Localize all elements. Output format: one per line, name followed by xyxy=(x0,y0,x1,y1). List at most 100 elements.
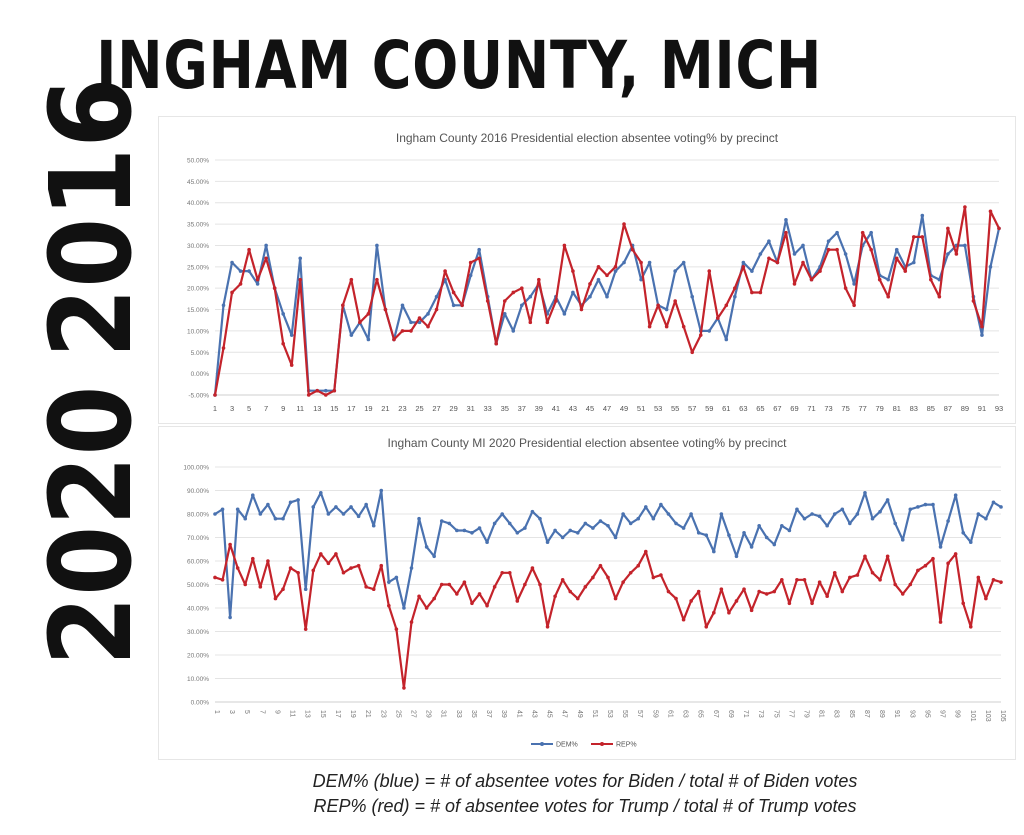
data-point-rep xyxy=(596,265,601,269)
data-point-rep xyxy=(494,341,499,346)
data-point-dem xyxy=(375,243,379,248)
data-point-rep xyxy=(757,589,761,594)
data-point-rep xyxy=(545,320,550,325)
data-point-dem xyxy=(591,526,595,530)
data-point-rep xyxy=(787,601,792,606)
x-tick-label: 67 xyxy=(712,710,719,718)
data-point-dem xyxy=(946,252,950,256)
data-point-rep xyxy=(741,265,746,269)
data-point-rep xyxy=(826,247,831,252)
data-point-rep xyxy=(988,209,993,214)
y-tick-label: -5.00% xyxy=(188,393,209,400)
x-tick-label: 31 xyxy=(440,710,447,718)
data-point-rep xyxy=(213,393,217,397)
x-tick-label: 25 xyxy=(394,710,401,718)
data-point-rep xyxy=(900,592,905,596)
data-point-rep xyxy=(221,346,226,350)
data-point-dem xyxy=(613,535,618,540)
data-point-rep xyxy=(719,587,724,591)
data-point-rep xyxy=(560,578,565,582)
data-point-rep xyxy=(810,601,814,606)
x-tick-label: 53 xyxy=(606,710,613,718)
y-tick-label: 30.00% xyxy=(187,629,209,636)
data-point-rep xyxy=(647,324,652,329)
data-point-rep xyxy=(852,303,856,308)
x-tick-label: 81 xyxy=(893,404,901,413)
data-point-rep xyxy=(417,594,421,599)
data-point-rep xyxy=(266,559,270,563)
data-point-rep xyxy=(749,608,754,613)
data-point-dem xyxy=(417,516,421,521)
data-point-dem xyxy=(511,329,516,333)
data-point-rep xyxy=(371,587,376,591)
data-point-dem xyxy=(764,535,769,540)
y-tick-label: 90.00% xyxy=(187,488,209,495)
data-point-rep xyxy=(477,592,482,596)
data-point-dem xyxy=(349,505,353,509)
data-point-rep xyxy=(562,243,567,248)
x-tick-label: 37 xyxy=(518,404,526,413)
data-point-dem xyxy=(562,312,567,316)
x-tick-label: 47 xyxy=(561,710,568,718)
data-point-dem xyxy=(455,528,459,533)
data-point-dem xyxy=(855,512,860,516)
data-point-rep xyxy=(434,307,439,312)
data-point-rep xyxy=(409,329,413,333)
x-tick-label: 91 xyxy=(978,404,986,413)
data-point-rep xyxy=(349,277,354,282)
x-tick-label: 65 xyxy=(697,710,704,718)
data-point-rep xyxy=(272,286,277,290)
data-point-rep xyxy=(568,589,573,594)
data-point-dem xyxy=(911,260,916,265)
data-point-rep xyxy=(281,341,285,346)
data-point-dem xyxy=(724,337,729,342)
x-tick-label: 25 xyxy=(415,404,423,413)
data-point-dem xyxy=(647,260,652,265)
data-point-rep xyxy=(523,582,527,587)
data-point-dem xyxy=(908,507,913,512)
data-point-rep xyxy=(639,260,643,265)
data-point-rep xyxy=(605,273,609,278)
data-point-dem xyxy=(605,294,609,299)
data-point-rep xyxy=(613,265,618,269)
x-tick-label: 63 xyxy=(739,404,747,413)
data-point-rep xyxy=(439,582,444,587)
data-point-rep xyxy=(588,282,592,286)
data-point-rep xyxy=(628,570,633,575)
data-point-rep xyxy=(460,303,464,308)
series-line-rep xyxy=(213,205,1000,397)
data-point-dem xyxy=(900,538,905,542)
x-tick-label: 81 xyxy=(818,710,825,718)
data-point-dem xyxy=(696,531,701,535)
data-point-dem xyxy=(379,488,384,493)
x-tick-label: 57 xyxy=(688,404,696,413)
y-tick-label: 0.00% xyxy=(191,700,210,707)
data-point-rep xyxy=(289,363,294,367)
data-point-dem xyxy=(221,303,226,308)
data-point-dem xyxy=(707,329,712,333)
legend-label-dem: DEM% xyxy=(556,742,578,749)
x-tick-label: 11 xyxy=(296,404,304,413)
data-point-rep xyxy=(818,269,822,273)
x-tick-label: 23 xyxy=(398,404,406,413)
data-point-rep xyxy=(885,554,890,559)
data-point-rep xyxy=(591,575,595,580)
data-point-dem xyxy=(795,507,799,512)
x-tick-label: 13 xyxy=(313,404,321,413)
x-tick-label: 87 xyxy=(863,710,870,718)
data-point-dem xyxy=(434,294,439,299)
data-point-rep xyxy=(455,592,459,596)
data-point-rep xyxy=(681,617,686,622)
chart-2020-absentee: Ingham County MI 2020 Presidential elect… xyxy=(158,426,1016,760)
x-tick-label: 11 xyxy=(289,710,296,717)
data-point-rep xyxy=(296,570,300,575)
data-point-dem xyxy=(885,498,890,502)
data-point-dem xyxy=(477,247,481,252)
data-point-dem xyxy=(886,277,891,282)
x-tick-label: 3 xyxy=(228,710,235,714)
data-point-dem xyxy=(681,260,686,265)
data-point-dem xyxy=(832,512,837,516)
data-point-rep xyxy=(545,625,550,629)
x-tick-label: 17 xyxy=(334,710,341,718)
data-point-dem xyxy=(238,269,243,273)
